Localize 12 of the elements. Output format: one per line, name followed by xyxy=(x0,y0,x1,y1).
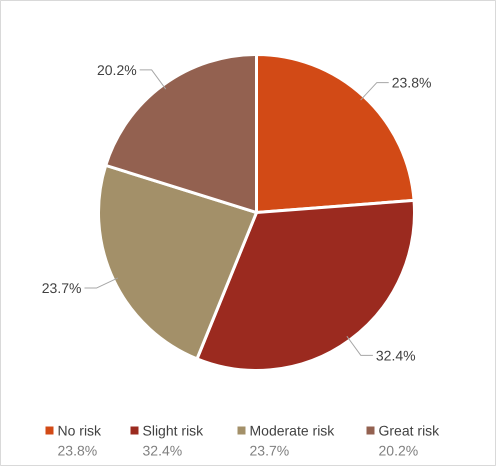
data-label: 23.7% xyxy=(42,280,82,296)
legend-label: No risk xyxy=(58,422,102,438)
text: 32.4% xyxy=(142,442,182,458)
text: 23.8% xyxy=(58,442,98,458)
text: 20.2% xyxy=(378,442,418,458)
data-label: 32.4% xyxy=(376,347,416,364)
data-label: 20.2% xyxy=(96,62,137,78)
text: 23.7% xyxy=(250,442,290,458)
legend-label: Slight risk xyxy=(142,422,204,438)
data-label: 23.8% xyxy=(392,74,432,91)
legend-label: Great risk xyxy=(378,422,440,438)
legend-label: Moderate risk xyxy=(250,422,336,438)
